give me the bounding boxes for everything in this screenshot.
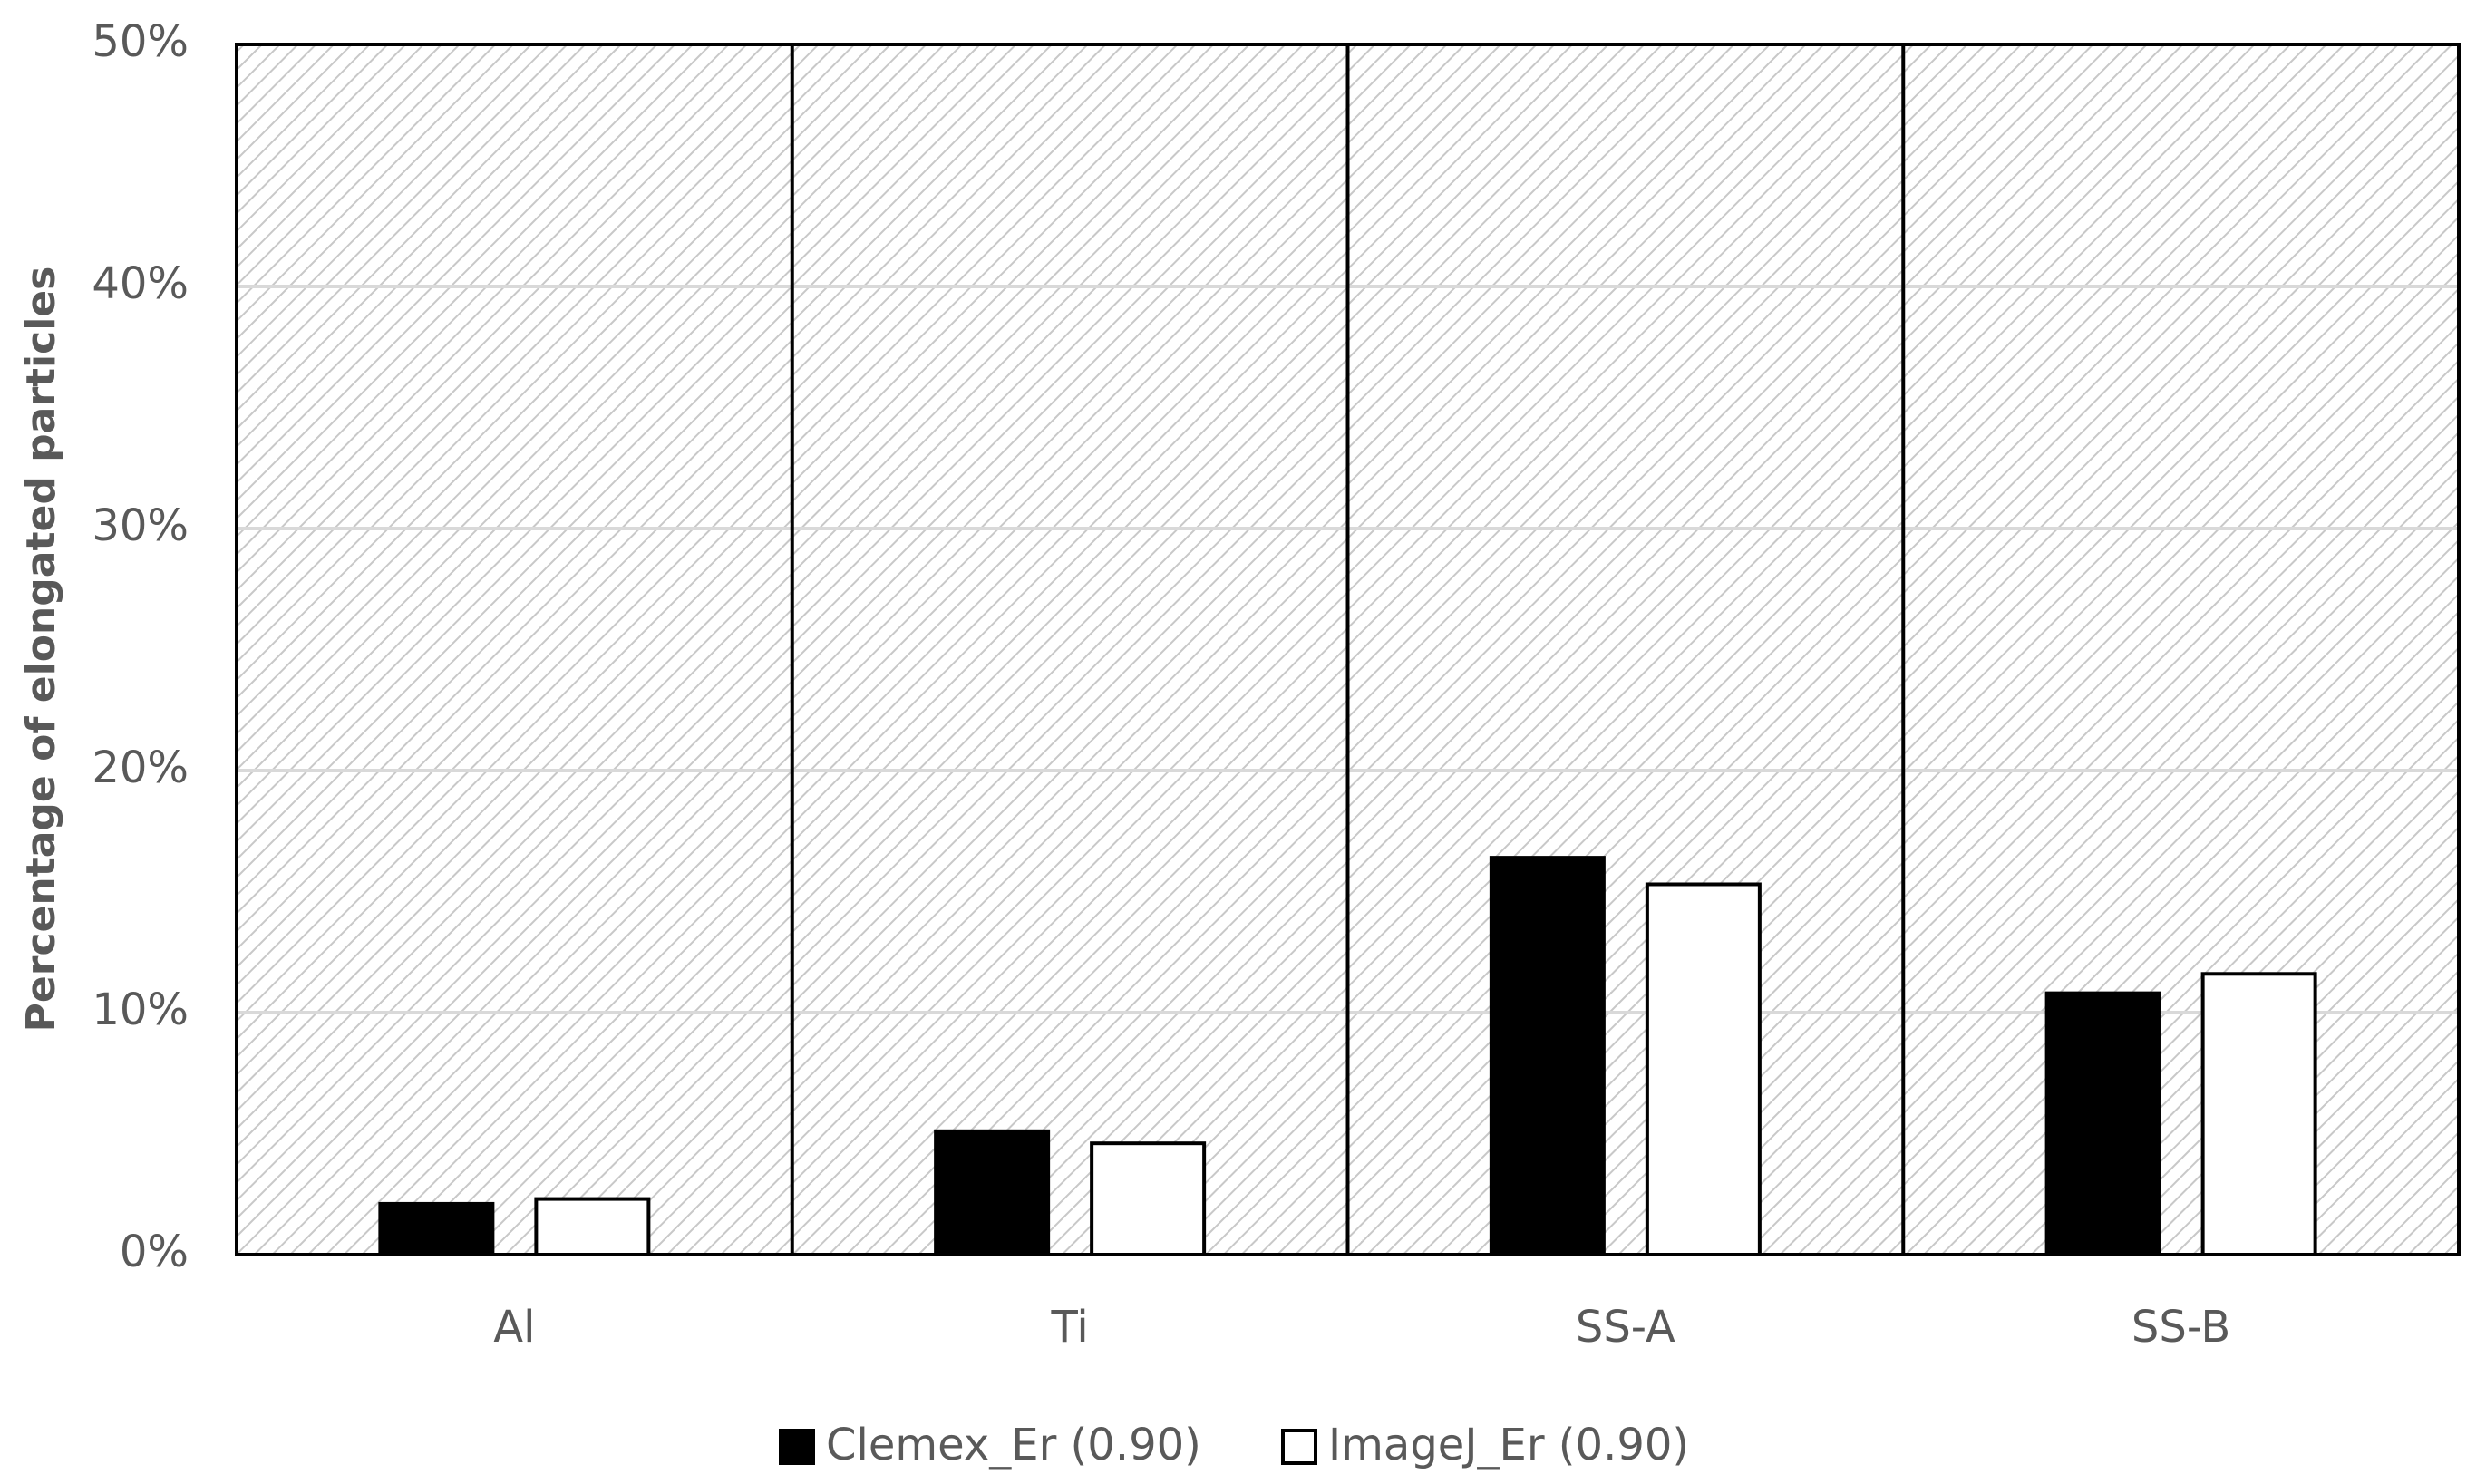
x-tick-label: Al [493, 1302, 535, 1353]
x-tick-label: Ti [1051, 1302, 1089, 1353]
bar [934, 1129, 1051, 1256]
y-tick-label: 20% [92, 742, 189, 793]
legend-label: ImageJ_Er (0.90) [1328, 1420, 1689, 1470]
bar [2200, 972, 2317, 1257]
y-tick-label: 10% [92, 984, 189, 1035]
y-tick-label: 50% [92, 16, 189, 67]
bar [378, 1201, 495, 1257]
y-tick-label: 40% [92, 258, 189, 309]
bar [1489, 856, 1606, 1256]
legend-swatch [1281, 1429, 1317, 1465]
bar [2044, 991, 2161, 1256]
y-tick-label: 0% [120, 1227, 189, 1277]
legend-label: Clemex_Er (0.90) [826, 1420, 1201, 1470]
x-tick-label: SS-A [1576, 1302, 1675, 1353]
bar [1645, 882, 1762, 1256]
y-axis-label: Percentage of elongated particles [18, 267, 64, 1033]
y-tick-label: 30% [92, 500, 189, 551]
legend-swatch [779, 1429, 815, 1465]
bar [1090, 1141, 1207, 1257]
plot-border [235, 43, 2461, 1256]
bar [534, 1197, 651, 1256]
x-tick-label: SS-B [2132, 1302, 2230, 1353]
